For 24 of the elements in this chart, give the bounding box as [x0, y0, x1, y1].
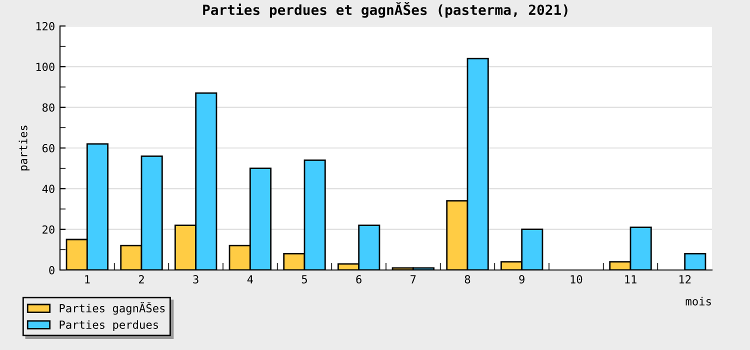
x-tick-label: 7	[410, 275, 416, 284]
y-tick-label: 20	[42, 225, 54, 234]
x-tick-label: 3	[193, 275, 198, 284]
y-tick-label: 0	[49, 266, 54, 274]
x-tick-label: 5	[302, 275, 307, 284]
y-tick-label: 120	[36, 22, 54, 30]
x-tick-label: 4	[247, 275, 253, 284]
x-tick-label: 8	[464, 275, 470, 284]
x-axis-title: mois	[686, 296, 711, 306]
legend-label: Parties perdues	[60, 320, 158, 332]
y-tick-label: 40	[42, 184, 54, 194]
x-tick-label: 12	[679, 275, 691, 284]
x-tick-label: 6	[356, 275, 362, 284]
x-tick-label: 11	[625, 275, 636, 284]
x-tick-label: 2	[138, 275, 144, 284]
y-tick-label: 80	[42, 103, 54, 112]
x-tick-label: 9	[519, 275, 524, 284]
x-tick-label: 10	[570, 275, 582, 284]
chart-title: Parties perdues et gagnĂŠes (pasterma, 2021)	[203, 2, 568, 18]
y-axis-title: parties	[18, 126, 30, 170]
y-tick-label: 60	[42, 144, 54, 152]
y-tick-label: 100	[36, 62, 54, 72]
x-tick-label: 1	[85, 275, 90, 284]
legend-label: Parties gagnĂŠes	[60, 302, 165, 315]
